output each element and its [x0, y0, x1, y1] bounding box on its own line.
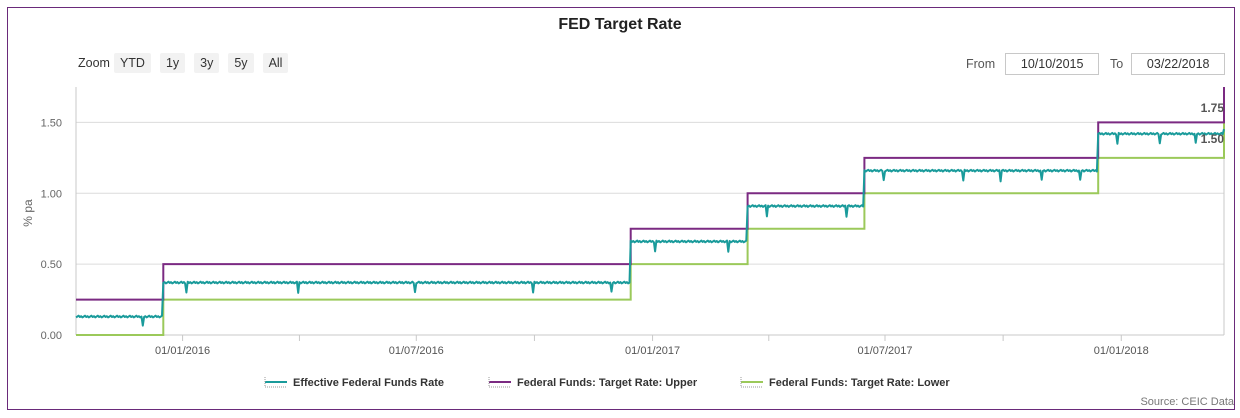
- from-label: From: [966, 57, 996, 71]
- y-tick-label: 0.50: [41, 259, 62, 271]
- zoom-3y-button[interactable]: 3y: [194, 53, 220, 73]
- x-tick-label: 01/01/2018: [1094, 345, 1149, 357]
- x-tick-label: 01/01/2016: [155, 345, 210, 357]
- chart-title: FED Target Rate: [558, 16, 682, 33]
- x-tick-label: 01/01/2017: [625, 345, 680, 357]
- y-tick-label: 1.50: [41, 117, 62, 129]
- effective-rate-line: [75, 128, 1225, 327]
- y-tick-label: 0.00: [41, 330, 62, 342]
- legend-label: Federal Funds: Target Rate: Lower: [769, 377, 950, 389]
- to-date-input[interactable]: [1131, 53, 1226, 75]
- from-range: From: [966, 53, 1100, 75]
- zoom-controls: Zoom YTD 1y 3y 5y All: [78, 53, 297, 73]
- end-label-upper: 1.75: [1201, 101, 1225, 115]
- to-label: To: [1110, 57, 1124, 71]
- end-label-lower: 1.50: [1201, 132, 1225, 146]
- source-note: Source: CEIC Data: [1140, 396, 1234, 408]
- x-tick-label: 01/07/2016: [389, 345, 444, 357]
- y-tick-label: 1.00: [41, 188, 62, 200]
- x-tick-label: 01/07/2017: [857, 345, 912, 357]
- legend-label: Federal Funds: Target Rate: Upper: [517, 377, 698, 389]
- legend-label: Effective Federal Funds Rate: [293, 377, 444, 389]
- upper-rate-line: [76, 87, 1225, 301]
- chart-frame: [7, 7, 1235, 410]
- zoom-ytd-button[interactable]: YTD: [113, 53, 151, 73]
- to-range: To: [1110, 53, 1226, 75]
- y-axis-title: % pa: [21, 199, 35, 227]
- zoom-5y-button[interactable]: 5y: [228, 53, 254, 73]
- zoom-1y-button[interactable]: 1y: [159, 53, 186, 73]
- zoom-label: Zoom: [78, 56, 110, 70]
- zoom-all-button[interactable]: All: [262, 53, 289, 73]
- from-date-input[interactable]: [1005, 53, 1100, 75]
